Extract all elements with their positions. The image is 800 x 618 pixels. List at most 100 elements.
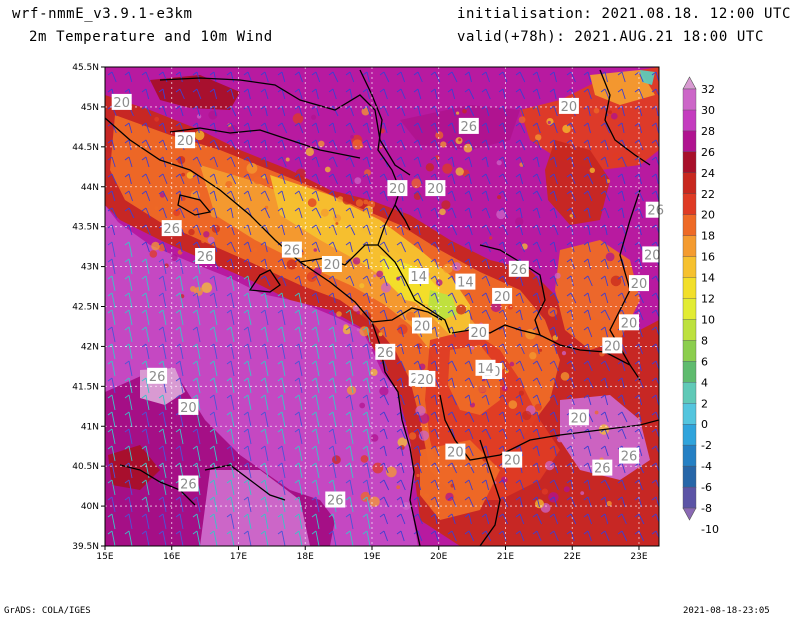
colorbar-level-label: 8 <box>701 334 708 347</box>
contour-label: 26 <box>195 248 216 265</box>
svg-text:20: 20 <box>389 182 406 197</box>
colorbar-swatch <box>682 340 697 362</box>
colorbar-level-label: 12 <box>701 293 715 306</box>
contour-label: 26 <box>645 201 666 219</box>
y-tick-label: 44N <box>81 183 99 193</box>
contour-label: 20 <box>468 323 489 341</box>
contour-label: 26 <box>592 459 613 477</box>
colorbar-swatch <box>682 277 697 300</box>
svg-text:26: 26 <box>284 244 301 259</box>
contour-label: 14 <box>475 359 496 377</box>
contour-label: 26 <box>458 117 479 135</box>
colorbar-swatch <box>682 424 697 446</box>
y-axis: 39.5N 40N 40.5N 41N 41.5N 42N 42.5N 43N 43.5N 44N… <box>72 63 105 552</box>
colorbar-swatch <box>682 465 697 488</box>
contour-label: 20 <box>629 275 649 292</box>
contour-label: 26 <box>281 241 302 259</box>
y-tick-label: 45N <box>81 103 99 113</box>
colorbar-level-label: 0 <box>701 418 708 431</box>
svg-text:20: 20 <box>471 326 488 341</box>
colorbar-level-label: -8 <box>701 502 712 515</box>
colorbar-level-label: -4 <box>701 460 712 473</box>
svg-text:14: 14 <box>477 362 494 377</box>
svg-text:20: 20 <box>561 100 578 115</box>
svg-text:26: 26 <box>594 462 611 477</box>
contour-label: 20 <box>178 398 199 416</box>
svg-text:20: 20 <box>324 258 341 273</box>
contour-label: 26 <box>619 447 639 465</box>
contour-label: 20 <box>619 314 639 331</box>
product-title: 2m Temperature and 10m Wind <box>29 29 273 45</box>
colorbar-level-label: 10 <box>701 313 715 326</box>
svg-text:20: 20 <box>180 401 197 416</box>
svg-text:26: 26 <box>149 370 166 385</box>
svg-text:20: 20 <box>177 134 194 149</box>
contour-label: 26 <box>178 475 199 493</box>
svg-text:20: 20 <box>427 182 444 197</box>
svg-text:26: 26 <box>163 222 180 237</box>
contour-label: 20 <box>445 443 466 461</box>
colorbar-swatch <box>682 214 697 237</box>
colorbar-level-label: 26 <box>701 146 715 159</box>
svg-text:20: 20 <box>621 316 638 331</box>
contour-label: 20 <box>642 246 663 263</box>
colorbar-level-label: 2 <box>701 397 708 410</box>
contour-label: 26 <box>375 343 396 361</box>
colorbar-swatch <box>682 444 697 467</box>
colorbar-swatch <box>682 403 697 425</box>
colorbar-swatch <box>682 109 697 132</box>
colorbar-swatch <box>682 235 697 258</box>
colorbar-level-label: 24 <box>701 167 715 180</box>
contour-label: 20 <box>425 180 446 197</box>
colorbar-level-label: -10 <box>701 523 719 536</box>
colorbar-level-label: 14 <box>701 272 715 285</box>
svg-text:26: 26 <box>621 450 638 465</box>
colorbar-swatch <box>682 172 697 195</box>
model-title: wrf-nmmE_v3.9.1-e3km <box>12 6 193 22</box>
svg-text:20: 20 <box>417 373 434 388</box>
x-tick-label: 23E <box>630 552 647 562</box>
colorbar-level-label: -2 <box>701 439 712 452</box>
y-tick-label: 44.5N <box>72 143 99 153</box>
contour-label: 20 <box>175 132 196 149</box>
y-tick-label: 43N <box>81 263 99 273</box>
colorbar-swatch <box>682 486 697 509</box>
contour-label: 20 <box>111 93 132 111</box>
contour-label: 14 <box>408 268 429 285</box>
svg-text:20: 20 <box>571 411 588 426</box>
y-tick-label: 39.5N <box>72 542 99 552</box>
svg-text:26: 26 <box>180 478 197 493</box>
colorbar-level-label: 32 <box>701 83 715 96</box>
y-tick-label: 43.5N <box>72 223 99 233</box>
contour-label: 26 <box>508 260 529 278</box>
colorbar-swatch <box>682 382 697 404</box>
svg-text:26: 26 <box>197 250 214 265</box>
colorbar-level-label: 18 <box>701 230 715 243</box>
svg-text:26: 26 <box>327 494 344 509</box>
colorbar-level-label: 22 <box>701 188 715 201</box>
valid-time: valid(+78h): 2021.AUG.21 18:00 UTC <box>457 29 764 45</box>
contour-label: 20 <box>415 370 436 388</box>
footer-credit: GrADS: COLA/IGES <box>4 606 91 616</box>
colorbar-level-label: 4 <box>701 376 708 389</box>
svg-text:26: 26 <box>647 204 664 219</box>
contour-label: 26 <box>147 367 168 385</box>
colorbar-swatch <box>682 298 697 321</box>
colorbar-swatch <box>682 319 697 341</box>
initialisation-time: initialisation: 2021.08.18. 12:00 UTC <box>457 6 792 22</box>
colorbar-swatch <box>682 130 697 153</box>
colorbar-level-label: 20 <box>701 209 715 222</box>
x-tick-label: 17E <box>230 552 247 562</box>
x-tick-label: 18E <box>297 552 314 562</box>
svg-text:20: 20 <box>113 96 130 111</box>
y-tick-label: 40N <box>81 502 99 512</box>
x-axis: 15E 16E 17E 18E 19E 20E 21E 22E 23E <box>96 546 648 562</box>
y-tick-label: 42.5N <box>72 303 99 313</box>
svg-text:20: 20 <box>631 277 648 292</box>
y-tick-label: 40.5N <box>72 462 99 472</box>
colorbar-level-label: 28 <box>701 125 715 138</box>
svg-text:20: 20 <box>414 320 431 335</box>
contour-label: 14 <box>455 273 476 291</box>
